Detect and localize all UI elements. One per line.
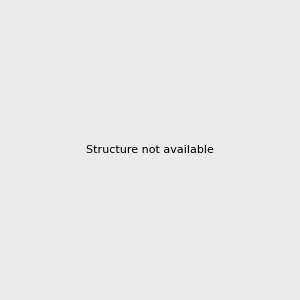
Text: Structure not available: Structure not available: [86, 145, 214, 155]
